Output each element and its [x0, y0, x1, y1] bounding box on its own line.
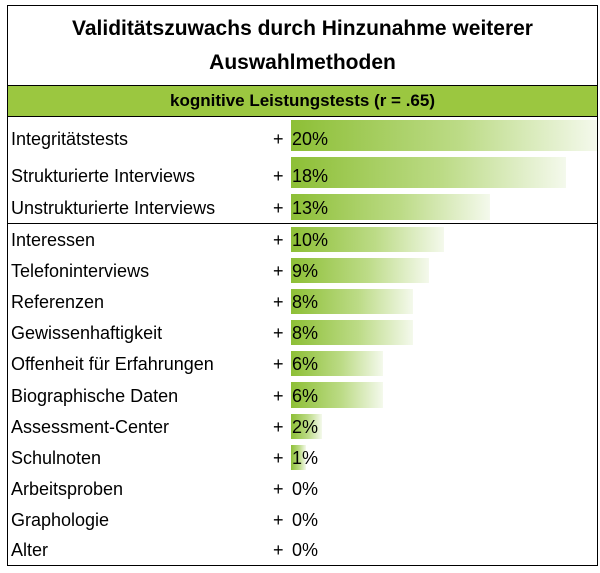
value-label: 0% — [292, 479, 319, 499]
bar — [291, 289, 413, 314]
title-line-2: Auswahlmethoden — [209, 50, 396, 74]
plus-sign: + — [273, 323, 284, 343]
table-row: Arbeitsproben +0% — [8, 473, 597, 504]
table-row: Graphologie +0% — [8, 504, 597, 535]
category-label: Assessment-Center — [11, 417, 170, 437]
category-label: Integritätstests — [11, 129, 129, 149]
category-label: Alter — [11, 540, 49, 560]
table-row: Integritätstests +20% — [8, 117, 597, 154]
category-label: Strukturierte Interviews — [11, 166, 196, 186]
value-label: 0% — [292, 510, 319, 530]
table-row: Schulnoten +1% — [8, 442, 597, 473]
table-row: Assessment-Center +2% — [8, 411, 597, 442]
table-row: Unstrukturierte Interviews +13% — [8, 191, 597, 223]
bar — [291, 157, 566, 188]
table-row: Interessen +10% — [8, 223, 597, 255]
plus-sign: + — [273, 386, 284, 406]
value-label: 18% — [292, 166, 329, 186]
plus-sign: + — [273, 540, 284, 560]
value-label: 13% — [292, 198, 329, 218]
value-label: 9% — [292, 261, 319, 281]
validity-table: Validitätszuwachs durch Hinzunahme weite… — [7, 5, 598, 566]
category-label: Graphologie — [11, 510, 110, 530]
value-label: 6% — [292, 386, 319, 406]
plus-sign: + — [273, 510, 284, 530]
bar — [291, 414, 322, 439]
category-label: Referenzen — [11, 292, 105, 312]
bar — [291, 445, 306, 470]
plus-sign: + — [273, 417, 284, 437]
category-label: Biographische Daten — [11, 386, 179, 406]
category-label: Offenheit für Erfahrungen — [11, 354, 214, 374]
bar — [291, 382, 383, 408]
bar — [291, 194, 490, 220]
category-label: Schulnoten — [11, 448, 102, 468]
table-row: Alter +0% — [8, 535, 597, 565]
value-label: 8% — [292, 323, 319, 343]
table-row: Gewissenhaftigkeit +8% — [8, 317, 597, 348]
table-row: Offenheit für Erfahrungen +6% — [8, 348, 597, 379]
bar — [291, 351, 383, 376]
plus-sign: + — [273, 479, 284, 499]
plus-sign: + — [273, 292, 284, 312]
plus-sign: + — [273, 354, 284, 374]
table-row: Strukturierte Interviews +18% — [8, 154, 597, 191]
plus-sign: + — [273, 448, 284, 468]
category-label: Gewissenhaftigkeit — [11, 323, 163, 343]
bar — [291, 227, 444, 252]
category-label: Interessen — [11, 230, 96, 250]
predictor-band: kognitive Leistungstests (r = .65) — [8, 86, 597, 117]
value-label: 0% — [292, 540, 319, 560]
value-label: 10% — [292, 230, 329, 250]
plus-sign: + — [273, 230, 284, 250]
category-label: Unstrukturierte Interviews — [11, 198, 216, 218]
plus-sign: + — [273, 198, 284, 218]
table-row: Telefoninterviews +9% — [8, 255, 597, 286]
plus-sign: + — [273, 166, 284, 186]
plus-sign: + — [273, 261, 284, 281]
value-label: 8% — [292, 292, 319, 312]
chart-title: Validitätszuwachs durch Hinzunahme weite… — [8, 6, 597, 86]
value-label: 20% — [292, 129, 329, 149]
plus-sign: + — [273, 129, 284, 149]
title-line-1: Validitätszuwachs durch Hinzunahme weite… — [72, 16, 533, 40]
table-row: Referenzen +8% — [8, 286, 597, 317]
bar — [291, 120, 597, 151]
bar — [291, 258, 429, 283]
value-label: 1% — [292, 448, 319, 468]
value-label: 6% — [292, 354, 319, 374]
value-label: 2% — [292, 417, 319, 437]
bar — [291, 320, 413, 345]
category-label: Telefoninterviews — [11, 261, 150, 281]
category-label: Arbeitsproben — [11, 479, 124, 499]
table-row: Biographische Daten +6% — [8, 379, 597, 411]
